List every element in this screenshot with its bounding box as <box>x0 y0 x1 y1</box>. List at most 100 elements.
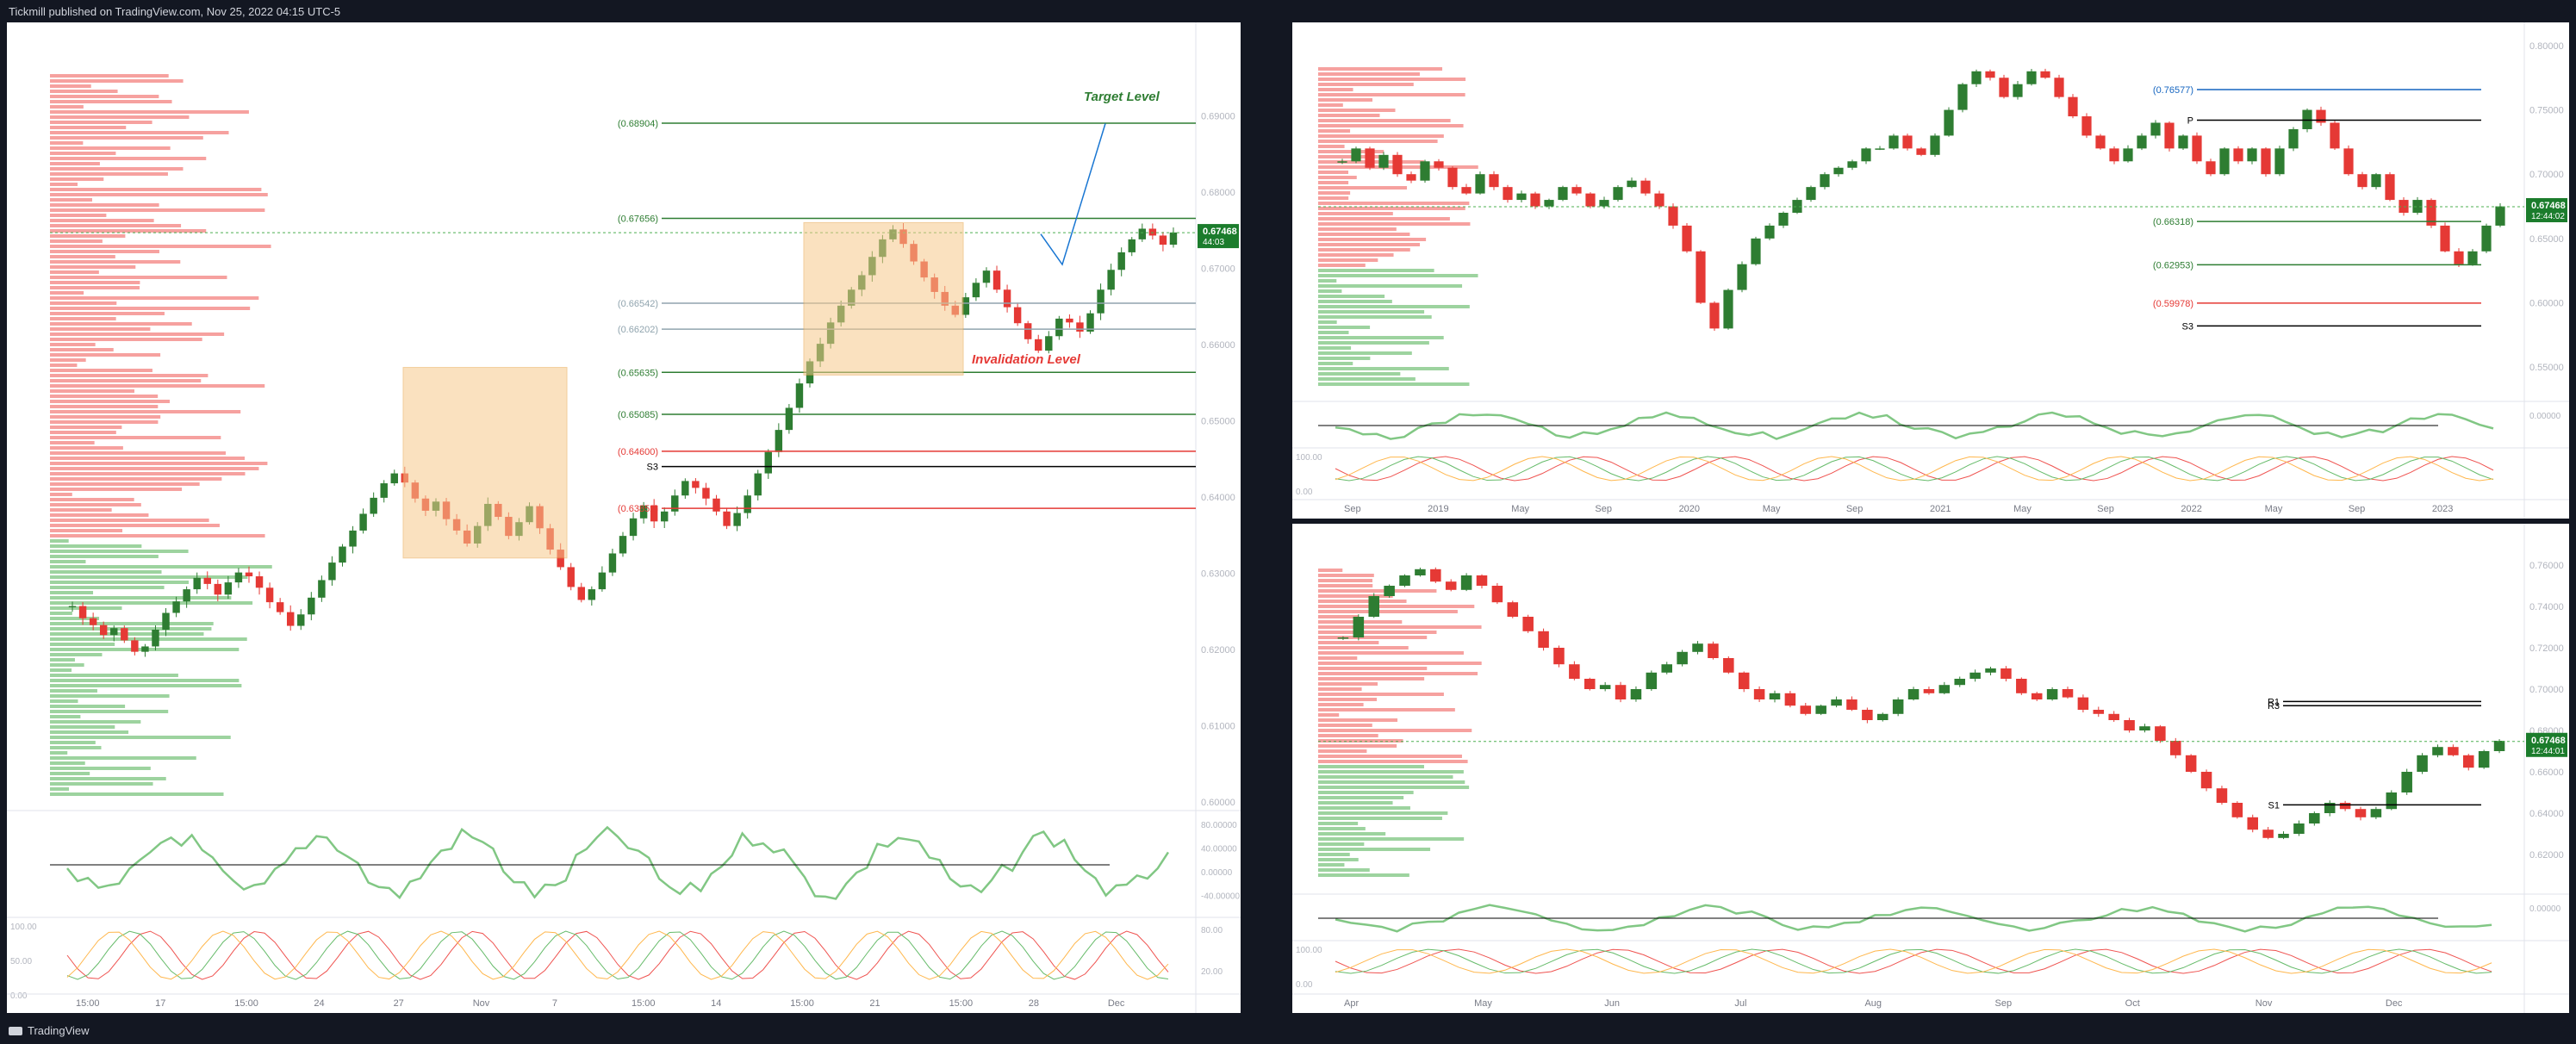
volume-profile-bar <box>50 513 149 517</box>
candle-body <box>2016 679 2027 693</box>
volume-profile-bar <box>1318 848 1431 851</box>
candle-body <box>1938 685 1951 693</box>
stochastic-tick-label: 100.00 <box>1296 946 1322 955</box>
candle-body <box>152 629 159 647</box>
candle-body <box>183 589 190 602</box>
candle-body <box>1024 323 1032 339</box>
candle-body <box>1159 235 1167 245</box>
time-tick-label: Sep <box>1995 998 2013 1009</box>
volume-profile-bar <box>50 534 265 538</box>
candle-body <box>982 270 991 283</box>
candle-body <box>1769 693 1781 699</box>
price-tick-label: 0.80000 <box>2529 41 2564 52</box>
volume-profile-bar <box>50 90 118 93</box>
volume-profile-bar <box>50 95 159 98</box>
oscillator-tick-label: 40.00000 <box>1201 845 1237 854</box>
stochastic-line <box>1335 948 2492 974</box>
price-tick-label: 0.60000 <box>2529 299 2564 309</box>
oscillator-tick-label: 0.00000 <box>1201 868 1233 878</box>
candle-body <box>2371 174 2381 188</box>
candle-body <box>2454 251 2464 264</box>
volume-profile-bar <box>50 296 259 300</box>
candle-body <box>1434 161 1444 168</box>
candle-body <box>1003 289 1011 308</box>
candle-body <box>2385 174 2395 201</box>
volume-profile-bar <box>1318 382 1470 386</box>
time-tick-label: 15:00 <box>949 998 974 1009</box>
candle-body <box>1709 302 1720 329</box>
volume-profile-bar <box>50 224 182 227</box>
candle-body <box>2463 755 2474 768</box>
volume-profile-bar <box>1318 202 1470 205</box>
volume-profile-bar <box>50 560 86 563</box>
candle-body <box>1969 672 1981 679</box>
time-tick-label: 28 <box>1029 998 1039 1009</box>
oscillator-line <box>1335 904 2492 933</box>
volume-profile-bar <box>50 767 151 770</box>
top-right-chart-panel[interactable]: 0.80000 0.75000 0.70000 0.65000 0.60000 0.550… <box>1292 22 2569 519</box>
volume-profile-bar <box>50 451 226 455</box>
candle-body <box>1696 251 1706 303</box>
price-tick-label: 0.63000 <box>1201 569 1235 580</box>
candle-body <box>2412 200 2423 213</box>
volume-profile-bar <box>1318 713 1340 717</box>
volume-profile-bar <box>50 353 161 357</box>
volume-profile-bar <box>1318 718 1398 722</box>
invalidation-level-annotation: Invalidation Level <box>972 352 1081 367</box>
volume-profile-bar <box>1318 636 1428 639</box>
left-chart-panel[interactable]: 0.69000 0.68000 0.67000 0.66000 0.65000 0.640… <box>7 22 1241 1013</box>
volume-profile-bar <box>50 777 166 780</box>
candle-body <box>2081 116 2092 136</box>
time-tick-label: 15:00 <box>632 998 656 1009</box>
volume-profile-bar <box>1318 362 1353 365</box>
volume-profile-bar <box>50 115 190 119</box>
level-label: (0.76577) <box>2153 85 2193 96</box>
volume-profile-bar <box>50 617 100 620</box>
volume-profile-bar <box>50 720 141 724</box>
volume-profile-bar <box>1318 341 1429 345</box>
candle-body <box>702 488 710 499</box>
volume-profile-bar <box>50 162 100 165</box>
candle-body <box>1461 187 1472 194</box>
candle-body <box>2124 720 2135 730</box>
candle-body <box>2478 751 2490 768</box>
volume-profile-bar <box>1318 346 1352 350</box>
oscillator-line <box>1335 411 2494 440</box>
candle-body <box>1668 206 1678 226</box>
volume-profile-bar <box>1318 811 1448 815</box>
candle-body <box>2355 809 2367 817</box>
tradingview-logo[interactable]: TradingView <box>9 1024 90 1037</box>
consolidation-box <box>803 221 964 376</box>
volume-profile-bar <box>1318 749 1367 753</box>
candle-body <box>1971 71 1982 84</box>
volume-profile-bar <box>1318 253 1394 257</box>
candle-body <box>1378 154 1389 168</box>
candle-body <box>1833 167 1844 175</box>
volume-profile-bar <box>1318 801 1393 805</box>
candle-body <box>1097 289 1104 314</box>
candle-body <box>2493 741 2505 751</box>
volume-profile-bar <box>50 100 172 103</box>
volume-profile-bar <box>50 415 161 419</box>
time-tick-label: May <box>1474 998 1492 1009</box>
time-tick-label: 15:00 <box>76 998 100 1009</box>
time-tick-label: 14 <box>711 998 721 1009</box>
candle-body <box>1571 187 1582 194</box>
volume-profile-bar <box>1318 88 1353 91</box>
volume-profile-bar <box>1318 842 1365 846</box>
volume-profile-bar <box>1318 93 1465 96</box>
bottom-right-chart-panel[interactable]: 0.76000 0.74000 0.72000 0.70000 0.68000 0.660… <box>1292 524 2569 1013</box>
price-tick-label: 0.61000 <box>1201 722 1235 732</box>
candle-body <box>89 618 97 625</box>
volume-profile-bar <box>1318 269 1434 272</box>
volume-profile-bar <box>50 782 153 786</box>
volume-profile-bar <box>1318 114 1380 117</box>
candle-body <box>308 597 315 615</box>
candle-body <box>121 628 128 641</box>
candle-body <box>2068 96 2078 117</box>
candle-body <box>712 498 720 512</box>
time-tick-label: 15:00 <box>234 998 258 1009</box>
candle-body <box>234 572 243 583</box>
candle-body <box>2046 689 2058 699</box>
volume-profile-bar <box>1318 873 1409 877</box>
